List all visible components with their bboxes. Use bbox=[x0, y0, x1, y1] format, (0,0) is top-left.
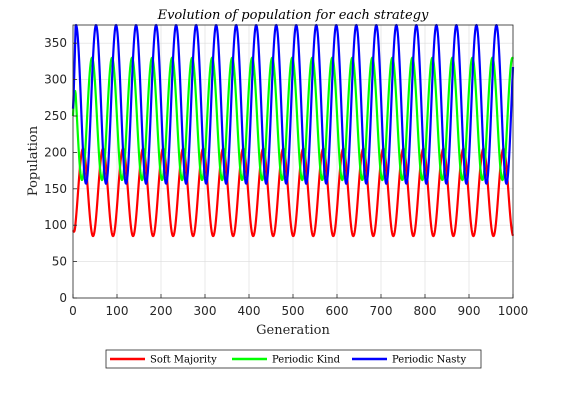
x-tick-label: 0 bbox=[69, 304, 77, 318]
legend-label: Periodic Nasty bbox=[392, 355, 466, 366]
y-axis-label: Population bbox=[26, 125, 41, 196]
series-line-periodic-nasty bbox=[71, 23, 515, 185]
y-tick-label: 100 bbox=[44, 218, 67, 232]
chart-title: Evolution of population for each strateg… bbox=[157, 8, 429, 23]
x-tick-label: 800 bbox=[414, 304, 437, 318]
y-tick-label: 50 bbox=[52, 255, 67, 269]
y-axis: 0 50 100 150 200 250 300 350 bbox=[44, 36, 77, 305]
series-line-soft-majority bbox=[72, 147, 515, 238]
x-tick-label: 400 bbox=[238, 304, 261, 318]
legend-box bbox=[105, 349, 482, 369]
x-tick-label: 300 bbox=[194, 304, 217, 318]
x-tick-label: 600 bbox=[326, 304, 349, 318]
legend-label: Periodic Kind bbox=[272, 355, 341, 366]
y-tick-label: 200 bbox=[44, 145, 67, 159]
legend-label: Soft Majority bbox=[150, 355, 217, 366]
x-tick-label: 900 bbox=[458, 304, 481, 318]
legend: Soft Majority Periodic Kind Periodic Nasty bbox=[105, 349, 482, 369]
y-tick-label: 0 bbox=[59, 291, 67, 305]
series-lines bbox=[71, 23, 515, 238]
x-axis: 0 100 200 300 400 500 600 700 800 900 1000 bbox=[69, 294, 528, 318]
y-tick-label: 350 bbox=[44, 36, 67, 50]
x-tick-label: 700 bbox=[370, 304, 393, 318]
x-tick-label: 200 bbox=[150, 304, 173, 318]
y-tick-label: 250 bbox=[44, 109, 67, 123]
x-axis-label: Generation bbox=[256, 323, 330, 338]
x-tick-label: 500 bbox=[282, 304, 305, 318]
y-tick-label: 150 bbox=[44, 182, 67, 196]
x-tick-label: 1000 bbox=[498, 304, 529, 318]
x-tick-label: 100 bbox=[106, 304, 129, 318]
y-tick-label: 300 bbox=[44, 73, 67, 87]
